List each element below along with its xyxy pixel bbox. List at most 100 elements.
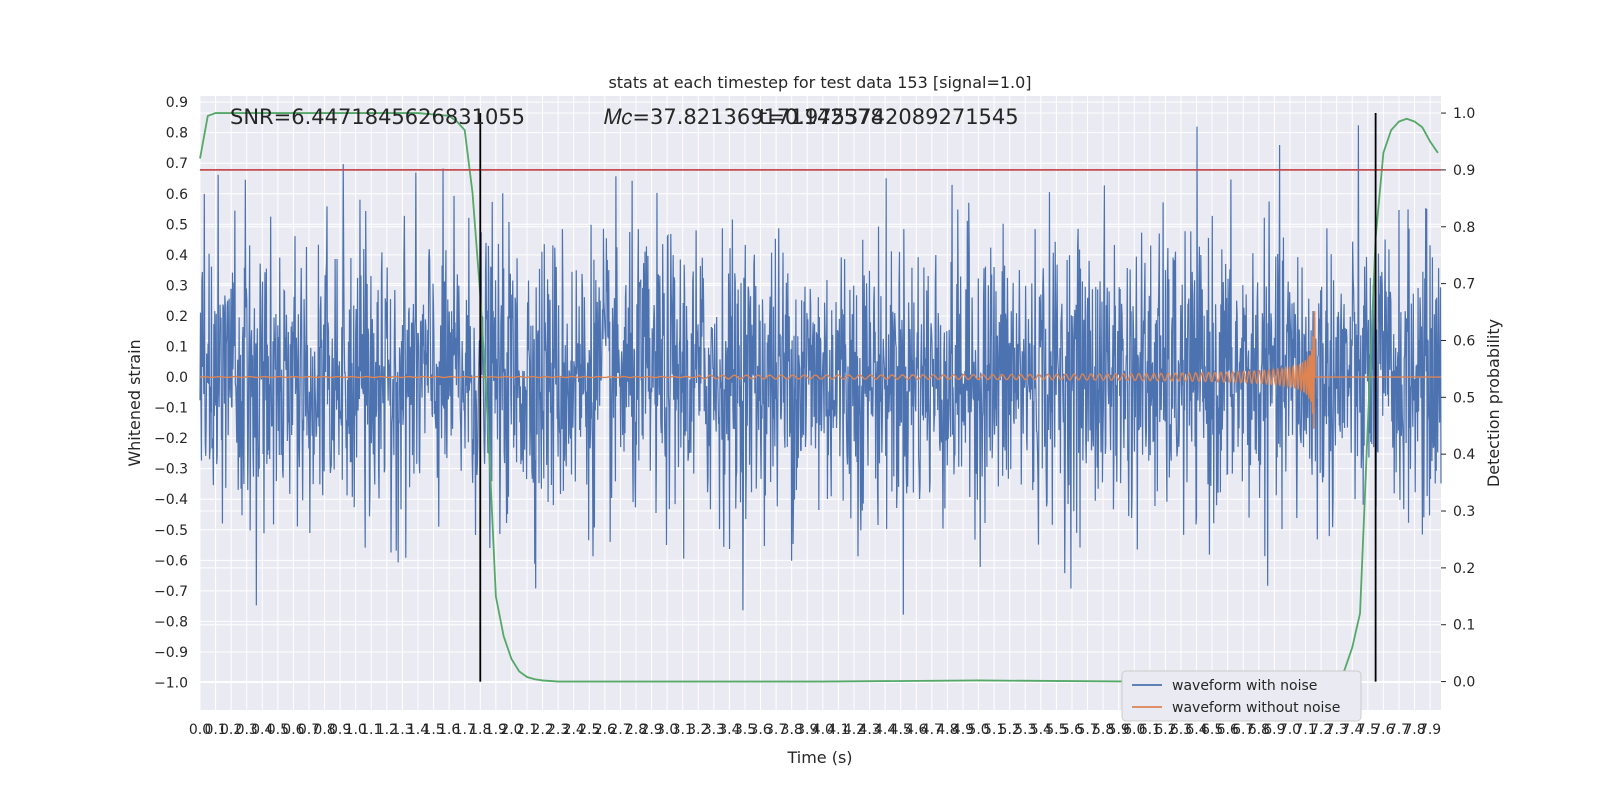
y-right-tick-label: 0.4: [1453, 447, 1475, 463]
x-tick-label: 7.1: [1294, 722, 1316, 738]
noise-series-line: [199, 125, 1442, 615]
x-tick-label: 6.9: [1263, 722, 1285, 738]
x-tick-label: 3.1: [672, 722, 694, 738]
reference-lines: [200, 113, 1441, 682]
y-axis-label: Whitened strain: [125, 339, 144, 466]
x-tick-label: 1.4: [407, 722, 429, 738]
x-tick-label: 7.0: [1279, 722, 1301, 738]
y-tick-label: 0.9: [166, 95, 188, 111]
y-tick-label: −0.9: [154, 645, 188, 661]
x-tick-label: 4.1: [827, 722, 849, 738]
x-tick-label: 4.0: [812, 722, 834, 738]
y-tick-label: −0.2: [154, 431, 188, 447]
y-right-tick-label: 0.8: [1453, 220, 1475, 236]
x-tick-label: 6.0: [1123, 722, 1145, 738]
y-right-tick-label: 0.7: [1453, 277, 1475, 293]
x-tick-label: 0.9: [329, 722, 351, 738]
y-tick-label: 0.0: [166, 370, 188, 386]
x-tick-label: 4.5: [890, 722, 912, 738]
x-tick-label: 7.4: [1341, 722, 1363, 738]
x-tick-label: 7.9: [1419, 722, 1441, 738]
x-tick-label: 5.9: [1108, 722, 1130, 738]
y-right-tick-label: 0.0: [1453, 675, 1475, 691]
x-tick-label: 5.5: [1045, 722, 1067, 738]
x-tick-label: 3.4: [718, 722, 740, 738]
x-tick-label: 1.3: [391, 722, 413, 738]
x-tick-label: 1.8: [469, 722, 491, 738]
x-tick-label: 6.8: [1248, 722, 1270, 738]
x-tick-label: 4.2: [843, 722, 865, 738]
x-tick-label: 3.0: [656, 722, 678, 738]
x-tick-label: 1.7: [454, 722, 476, 738]
y-tick-label: −0.6: [154, 553, 188, 569]
x-tick-label: 3.2: [687, 722, 709, 738]
x-tick-label: 6.7: [1232, 722, 1254, 738]
x-tick-label: 2.8: [625, 722, 647, 738]
x-tick-label: 0.7: [298, 722, 320, 738]
x-tick-label: 5.1: [983, 722, 1005, 738]
y-right-tick-label: 1.0: [1453, 106, 1475, 122]
x-tick-label: 7.8: [1403, 722, 1425, 738]
x-tick-label: 5.2: [999, 722, 1021, 738]
x-tick-label: 5.8: [1092, 722, 1114, 738]
x-tick-label: 5.0: [967, 722, 989, 738]
y-right-tick-label: 0.6: [1453, 333, 1475, 349]
x-tick-label: 0.6: [282, 722, 304, 738]
x-tick-label: 3.6: [749, 722, 771, 738]
x-tick-label: 6.4: [1185, 722, 1207, 738]
snr-annotation: SNR=6.4471845626831055: [230, 105, 525, 129]
x-tick-label: 1.6: [438, 722, 460, 738]
clean-series-line: [199, 311, 1441, 429]
x-tick-label: 7.3: [1326, 722, 1348, 738]
y-tick-label: 0.6: [166, 187, 188, 203]
x-tick-label: 0.5: [267, 722, 289, 738]
y-right-tick-label: 0.2: [1453, 561, 1475, 577]
x-tick-label: 2.9: [640, 722, 662, 738]
y-tick-label: −1.0: [154, 676, 188, 692]
y-tick-label: 0.4: [166, 248, 188, 264]
x-tick-label: 3.7: [765, 722, 787, 738]
x-tick-label: 4.7: [921, 722, 943, 738]
x-tick-label: 2.4: [563, 722, 585, 738]
x-tick-label: 5.4: [1030, 722, 1052, 738]
mc-annotation: 𝑀𝑐=37.821369171142578: [604, 105, 884, 129]
noise-waveform: [199, 125, 1442, 615]
x-tick-label: 5.7: [1076, 722, 1098, 738]
y-tick-label: 0.2: [166, 309, 188, 325]
x-tick-label: 0.4: [251, 722, 273, 738]
x-tick-label: 4.8: [936, 722, 958, 738]
x-tick-label: 2.2: [531, 722, 553, 738]
legend-box: [1121, 670, 1362, 722]
y-right-tick-label: 0.5: [1453, 390, 1475, 406]
x-tick-label: 2.7: [609, 722, 631, 738]
y-right-axis-label: Detection probability: [1484, 319, 1503, 487]
x-tick-label: 5.6: [1061, 722, 1083, 738]
y-tick-label: −0.4: [154, 492, 188, 508]
y-tick-label: −0.8: [154, 614, 188, 630]
x-tick-label: 7.5: [1357, 722, 1379, 738]
x-tick-label: 3.9: [796, 722, 818, 738]
chart-title: stats at each timestep for test data 153…: [608, 73, 1031, 92]
legend-label-noise: waveform with noise: [1172, 678, 1317, 694]
y-right-tick-label: 0.9: [1453, 163, 1475, 179]
y-right-tick-label: 0.3: [1453, 504, 1475, 520]
tick-labels: 0.00.10.20.30.40.50.60.70.80.91.01.11.21…: [154, 95, 1475, 738]
x-tick-label: 4.4: [874, 722, 896, 738]
x-tick-label: 4.9: [952, 722, 974, 738]
y-tick-label: 0.8: [166, 126, 188, 142]
legend-label-clean: waveform without noise: [1172, 700, 1340, 716]
x-tick-label: 4.6: [905, 722, 927, 738]
y-tick-label: −0.3: [154, 462, 188, 478]
x-tick-label: 3.3: [703, 722, 725, 738]
x-tick-label: 7.6: [1372, 722, 1394, 738]
y-tick-label: −0.5: [154, 523, 188, 539]
x-tick-label: 6.3: [1170, 722, 1192, 738]
x-tick-label: 2.5: [578, 722, 600, 738]
x-tick-label: 6.2: [1154, 722, 1176, 738]
y-tick-label: −0.1: [154, 401, 188, 417]
x-tick-label: 3.5: [734, 722, 756, 738]
x-tick-label: 5.3: [1014, 722, 1036, 738]
x-axis-label: Time (s): [786, 748, 852, 767]
y-tick-label: 0.7: [166, 156, 188, 172]
x-tick-label: 7.7: [1388, 722, 1410, 738]
